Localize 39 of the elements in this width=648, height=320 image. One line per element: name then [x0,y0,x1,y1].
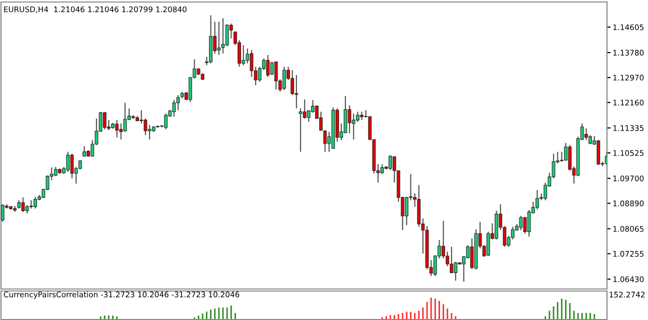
candlestick [584,128,588,141]
candlestick [172,99,176,118]
candlestick [66,151,70,172]
candlestick [119,122,123,140]
candlestick [519,215,523,231]
candlestick [302,98,306,120]
candlestick [282,66,286,91]
candlestick [176,94,180,111]
candlestick [536,189,539,210]
candlestick [221,18,225,54]
candlestick [225,24,229,47]
candlestick [323,130,327,152]
candlestick [380,164,384,175]
candlestick [352,113,356,140]
candlestick [568,144,572,172]
candlestick [54,166,58,177]
candlestick [356,111,360,122]
candlestick [78,160,82,170]
candlestick [388,154,392,171]
candlestick [450,246,454,274]
candlestick [266,54,270,78]
candlestick [164,113,168,130]
candlestick [290,70,294,96]
candlestick [115,120,119,138]
candlestick [34,196,37,210]
candlestick [29,200,33,210]
candlestick [102,112,106,130]
candlestick [82,146,86,158]
candlestick [596,140,600,166]
candlestick [274,61,278,90]
candlestick [298,108,302,152]
candlestick [242,44,246,66]
candlestick [454,261,458,282]
candlestick [21,196,25,212]
candlestick [1,204,4,222]
candlestick [123,102,127,132]
candlestick [486,231,490,257]
candlestick [360,111,364,121]
candlestick [217,21,221,56]
